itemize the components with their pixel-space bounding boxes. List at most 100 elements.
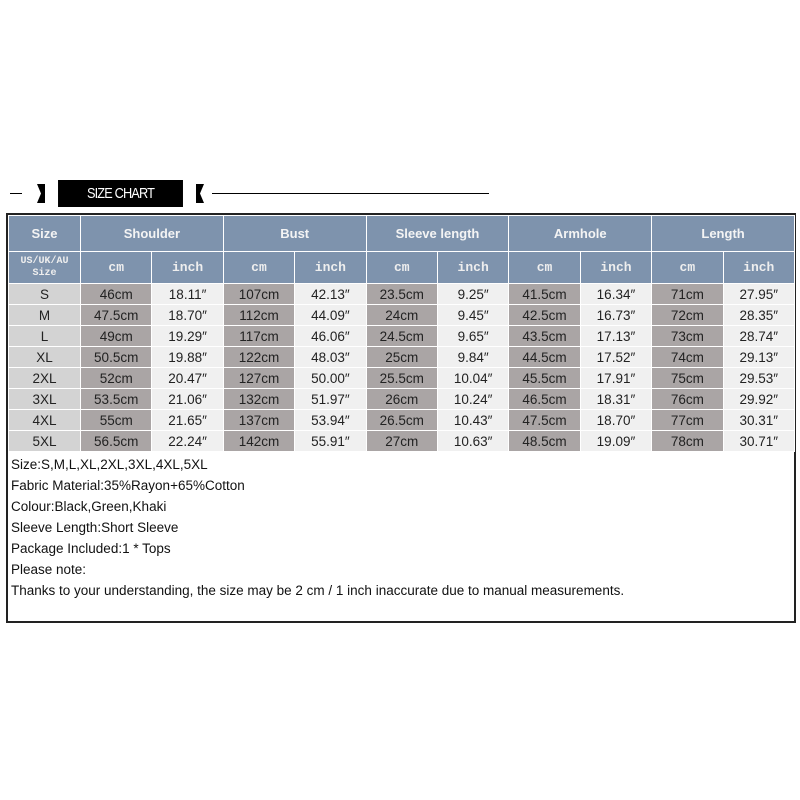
size-cell: XL xyxy=(8,346,81,368)
inch-cell: 16.34″ xyxy=(579,283,653,305)
cm-cell: 74cm xyxy=(651,346,724,368)
size-chart-box: Size Shoulder Bust Sleeve length Armhole Leng… xyxy=(6,213,796,623)
inch-cell: 21.65″ xyxy=(151,409,224,431)
unit-inch: inch xyxy=(722,251,795,284)
inch-cell: 18.31″ xyxy=(579,388,653,410)
unit-inch: inch xyxy=(436,251,510,284)
note-line: Package Included:1 * Tops xyxy=(11,541,171,556)
cm-cell: 42.5cm xyxy=(508,304,581,326)
inch-cell: 9.25″ xyxy=(436,283,510,305)
size-subheader: US/UK/AU Size xyxy=(8,251,81,284)
cm-cell: 46cm xyxy=(79,283,153,305)
inch-cell: 17.91″ xyxy=(579,367,653,389)
note-line: Sleeve Length:Short Sleeve xyxy=(11,520,179,535)
cm-cell: 26.5cm xyxy=(365,409,438,431)
cm-cell: 41.5cm xyxy=(508,283,581,305)
inch-cell: 10.04″ xyxy=(436,367,510,389)
size-cell: L xyxy=(8,325,81,347)
inch-cell: 17.13″ xyxy=(579,325,653,347)
inch-cell: 29.92″ xyxy=(722,388,795,410)
inch-cell: 19.09″ xyxy=(579,430,653,452)
inch-cell: 18.70″ xyxy=(579,409,653,431)
inch-cell: 19.88″ xyxy=(151,346,224,368)
inch-cell: 9.65″ xyxy=(436,325,510,347)
inch-cell: 30.71″ xyxy=(722,430,795,452)
inch-cell: 10.43″ xyxy=(436,409,510,431)
inch-cell: 20.47″ xyxy=(151,367,224,389)
inch-cell: 18.70″ xyxy=(151,304,224,326)
inch-cell: 50.00″ xyxy=(294,367,367,389)
inch-cell: 51.97″ xyxy=(294,388,367,410)
cm-cell: 53.5cm xyxy=(79,388,153,410)
inch-cell: 46.06″ xyxy=(294,325,367,347)
note-line: Colour:Black,Green,Khaki xyxy=(11,499,167,514)
cm-cell: 23.5cm xyxy=(365,283,438,305)
cm-cell: 46.5cm xyxy=(508,388,581,410)
inch-cell: 21.06″ xyxy=(151,388,224,410)
cm-cell: 78cm xyxy=(651,430,724,452)
table-row: M 47.5cm 18.70″ 112cm 44.09″ 24cm 9.45″ 42.5cm 1… xyxy=(8,304,795,326)
size-cell: 4XL xyxy=(8,409,81,431)
table-row: 4XL 55cm 21.65″ 137cm 53.94″ 26.5cm 10.43″ 47.5… xyxy=(8,409,795,431)
cm-cell: 112cm xyxy=(222,304,296,326)
inch-cell: 48.03″ xyxy=(294,346,367,368)
cm-cell: 43.5cm xyxy=(508,325,581,347)
inch-cell: 22.24″ xyxy=(151,430,224,452)
inch-cell: 17.52″ xyxy=(579,346,653,368)
inch-cell: 27.95″ xyxy=(722,283,795,305)
banner-title: SIZE CHART xyxy=(58,180,183,207)
size-table: Size Shoulder Bust Sleeve length Armhole Leng… xyxy=(8,215,795,452)
table-row: L 49cm 19.29″ 117cm 46.06″ 24.5cm 9.65″ 43.5cm 1… xyxy=(8,325,795,347)
table-row: 3XL 53.5cm 21.06″ 132cm 51.97″ 26cm 10.24″ 46.5… xyxy=(8,388,795,410)
note-line: Thanks to your understanding, the size m… xyxy=(11,583,625,598)
unit-cm: cm xyxy=(365,251,438,284)
cm-cell: 25cm xyxy=(365,346,438,368)
group-header-row: Size Shoulder Bust Sleeve length Armhole Leng… xyxy=(8,215,795,252)
divider xyxy=(10,193,22,194)
ribbon-end-right xyxy=(196,184,204,203)
cm-cell: 76cm xyxy=(651,388,724,410)
header-armhole: Armhole xyxy=(508,215,653,252)
size-cell: S xyxy=(8,283,81,305)
cm-cell: 77cm xyxy=(651,409,724,431)
inch-cell: 10.24″ xyxy=(436,388,510,410)
size-chart-banner: SIZE CHART xyxy=(10,180,489,210)
unit-cm: cm xyxy=(508,251,581,284)
cm-cell: 56.5cm xyxy=(79,430,153,452)
cm-cell: 27cm xyxy=(365,430,438,452)
inch-cell: 28.35″ xyxy=(722,304,795,326)
inch-cell: 44.09″ xyxy=(294,304,367,326)
inch-cell: 55.91″ xyxy=(294,430,367,452)
table-row: 2XL 52cm 20.47″ 127cm 50.00″ 25.5cm 10.04″ 45.5… xyxy=(8,367,795,389)
note-line: Fabric Material:35%Rayon+65%Cotton xyxy=(11,478,245,493)
unit-inch: inch xyxy=(294,251,367,284)
table-row: S 46cm 18.11″ 107cm 42.13″ 23.5cm 9.25″ 41.5cm 1… xyxy=(8,283,795,305)
cm-cell: 45.5cm xyxy=(508,367,581,389)
cm-cell: 117cm xyxy=(222,325,296,347)
header-shoulder: Shoulder xyxy=(80,215,224,252)
cm-cell: 50.5cm xyxy=(79,346,153,368)
cm-cell: 24.5cm xyxy=(365,325,438,347)
header-size: Size xyxy=(8,215,81,252)
cm-cell: 72cm xyxy=(651,304,724,326)
cm-cell: 127cm xyxy=(222,367,296,389)
table-row: XL 50.5cm 19.88″ 122cm 48.03″ 25cm 9.84″ 44.5cm… xyxy=(8,346,795,368)
unit-inch: inch xyxy=(151,251,224,284)
header-length: Length xyxy=(651,215,795,252)
unit-cm: cm xyxy=(79,251,153,284)
size-cell: 2XL xyxy=(8,367,81,389)
cm-cell: 52cm xyxy=(79,367,153,389)
inch-cell: 28.74″ xyxy=(722,325,795,347)
cm-cell: 71cm xyxy=(651,283,724,305)
cm-cell: 26cm xyxy=(365,388,438,410)
size-cell: 5XL xyxy=(8,430,81,452)
cm-cell: 44.5cm xyxy=(508,346,581,368)
note-line: Size:S,M,L,XL,2XL,3XL,4XL,5XL xyxy=(11,457,208,472)
cm-cell: 48.5cm xyxy=(508,430,581,452)
size-cell: 3XL xyxy=(8,388,81,410)
cm-cell: 55cm xyxy=(79,409,153,431)
cm-cell: 132cm xyxy=(222,388,296,410)
cm-cell: 142cm xyxy=(222,430,296,452)
inch-cell: 30.31″ xyxy=(722,409,795,431)
cm-cell: 25.5cm xyxy=(365,367,438,389)
